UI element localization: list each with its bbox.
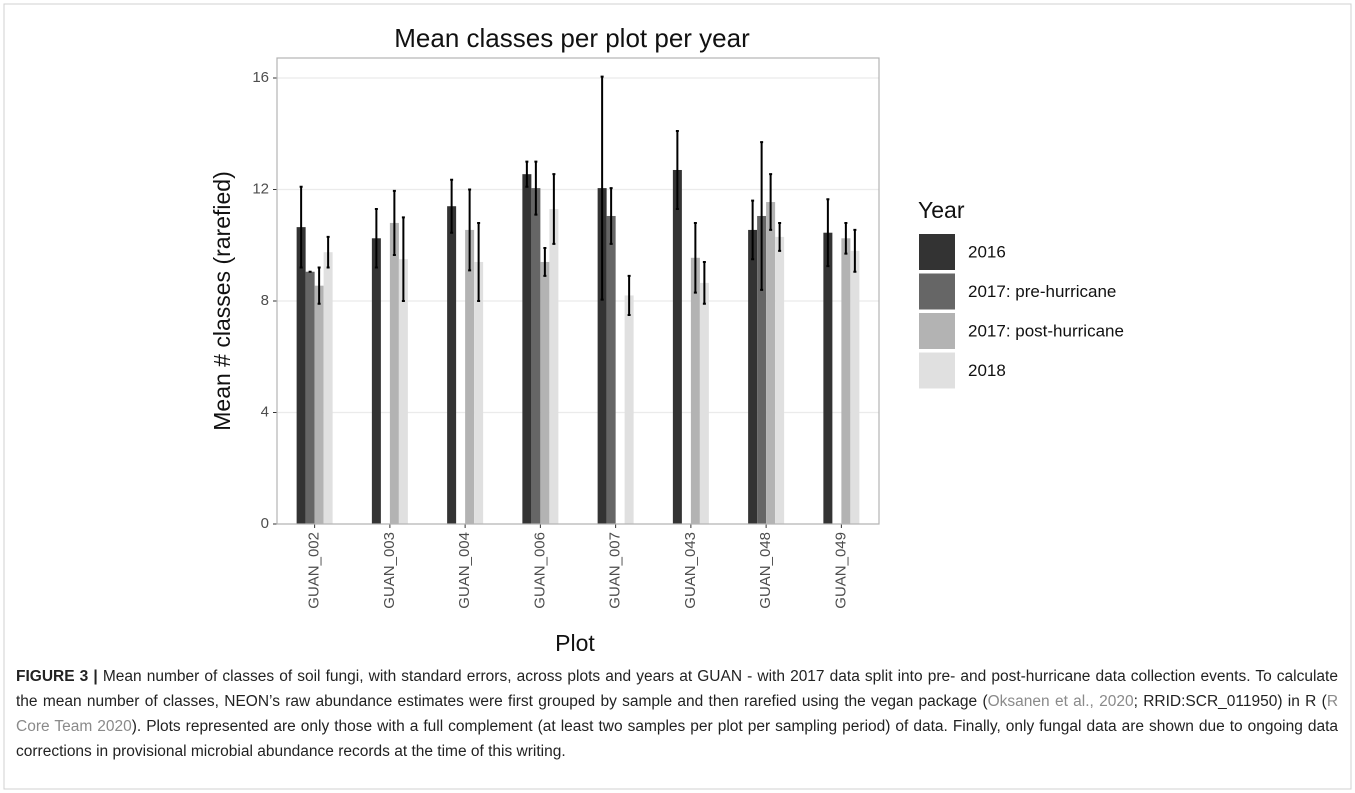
error-bar (609, 187, 613, 245)
bar (672, 169, 682, 525)
bar (624, 295, 634, 524)
error-bar (778, 221, 782, 252)
error-bar (317, 266, 321, 305)
legend-key (919, 313, 955, 349)
x-axis-label: Plot (555, 630, 595, 656)
y-tick-label: 8 (261, 292, 269, 309)
x-tick-label: GUAN_002 (306, 532, 323, 609)
x-tick-label: GUAN_006 (531, 532, 548, 609)
error-bar (374, 208, 378, 269)
caption-label: FIGURE 3 | (16, 668, 98, 685)
error-bar (326, 235, 330, 269)
legend-key (919, 273, 955, 310)
bar (531, 188, 541, 524)
bar (296, 227, 306, 524)
error-bar (769, 173, 773, 231)
y-tick-label: 16 (252, 69, 269, 86)
x-tick-label: GUAN_043 (682, 532, 699, 609)
legend-label: 2017: pre-hurricane (968, 282, 1116, 301)
bar (398, 259, 408, 524)
error-bar (853, 228, 857, 273)
bar (766, 202, 776, 524)
error-bar (600, 75, 604, 301)
error-bar (299, 185, 303, 269)
bar (823, 232, 833, 525)
error-bar (693, 221, 697, 294)
error-bar (751, 199, 755, 261)
error-bar (760, 141, 764, 291)
bar (775, 236, 785, 524)
bar (447, 206, 457, 524)
x-tick-label: GUAN_004 (456, 532, 473, 609)
error-bar (675, 129, 679, 211)
chart-title: Mean classes per plot per year (394, 23, 750, 53)
x-tick-label: GUAN_049 (832, 532, 849, 609)
legend-label: 2017: post-hurricane (968, 321, 1124, 340)
bar (850, 250, 860, 524)
error-bar (468, 188, 472, 272)
bar (314, 285, 324, 524)
bar (305, 271, 315, 524)
caption-text: ). Plots represented are only those with… (16, 718, 1339, 760)
bar (465, 229, 475, 524)
bar (597, 188, 607, 524)
error-bar (627, 274, 631, 316)
error-bar (392, 189, 396, 257)
bar (474, 261, 484, 524)
legend-label: 2016 (968, 242, 1006, 261)
bar (522, 174, 532, 524)
error-bar (702, 260, 706, 305)
error-bar (543, 247, 547, 277)
y-tick-label: 12 (252, 180, 269, 197)
bar (606, 215, 616, 524)
error-bar (552, 173, 556, 245)
bar (699, 282, 709, 524)
citation-link[interactable]: R Core Team 2020 (16, 693, 1339, 735)
legend-key (919, 234, 955, 270)
x-tick-label: GUAN_048 (757, 532, 774, 609)
error-bar (401, 216, 405, 302)
bar (389, 222, 399, 524)
bar (748, 229, 758, 524)
legend-title: Year (918, 197, 965, 223)
error-bar (826, 198, 830, 268)
bar (540, 261, 550, 524)
figure-frame (3, 3, 1352, 790)
error-bar (450, 178, 454, 234)
caption-text: Mean number of classes of soil fungi, wi… (16, 668, 1338, 710)
y-tick-label: 0 (261, 515, 269, 532)
legend-key (919, 352, 955, 389)
legend-label: 2018 (968, 361, 1006, 380)
error-bar (844, 221, 848, 255)
citation-link[interactable]: Oksanen et al., 2020 (987, 693, 1134, 710)
bar (757, 215, 767, 524)
bar (371, 238, 381, 524)
y-axis-label: Mean # classes (rarefied) (209, 171, 235, 431)
bar (841, 238, 851, 524)
error-bar (477, 221, 481, 302)
bar (690, 257, 700, 524)
bar (323, 252, 333, 524)
plot-border (276, 57, 880, 525)
error-bar (525, 160, 529, 188)
x-tick-label: GUAN_007 (607, 532, 624, 609)
caption: FIGURE 3 | Mean number of classes of soi… (16, 664, 1338, 764)
caption-text: ; RRID:SCR_011950) in R ( (1133, 693, 1327, 710)
bar (549, 209, 559, 524)
y-tick-label: 4 (261, 403, 269, 420)
error-bar (534, 160, 538, 216)
x-tick-label: GUAN_003 (381, 532, 398, 609)
